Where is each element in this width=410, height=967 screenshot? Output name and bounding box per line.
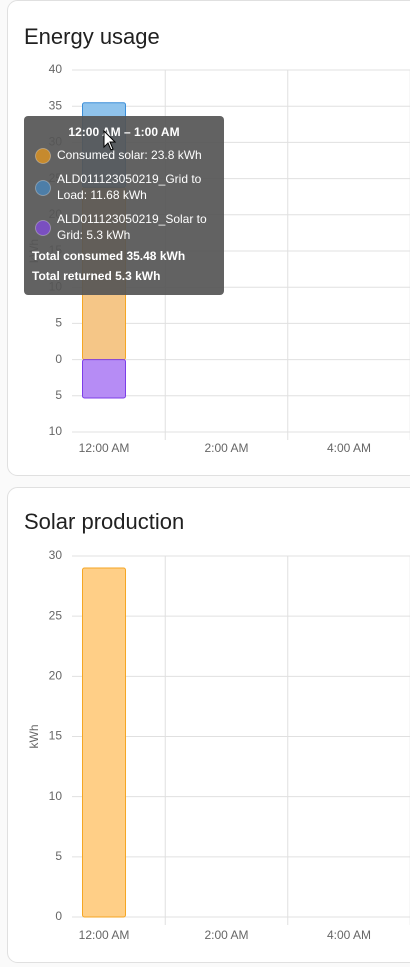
y-tick-label: 35 [49,98,63,112]
tooltip-item: Load: 11.68 kWh [57,188,147,202]
bar-segment [82,567,126,918]
y-axis-label: kWh [27,725,41,749]
tooltip-total: Total returned 5.3 kWh [32,269,160,283]
tooltip: 12:00 AM – 1:00 AM Consumed solar: 23.8 k… [24,116,224,295]
y-tick-label: 10 [49,424,63,438]
chart-title: Energy usage [24,24,160,49]
tooltip-box [24,116,224,295]
legend-dot [35,148,51,164]
y-tick-label: 0 [55,909,62,923]
x-tick-label: 4:00 AM [327,928,371,942]
x-tick-label: 4:00 AM [327,441,371,455]
y-tick-label: 5 [55,316,62,330]
card [7,487,410,963]
y-tick-label: 20 [49,669,63,683]
y-tick-label: 10 [49,789,63,803]
legend-dot [35,180,51,196]
tooltip-total: Total consumed 35.48 kWh [32,249,185,263]
y-tick-label: 5 [55,388,62,402]
tooltip-item: ALD011123050219_Grid to [57,172,202,186]
chart-title: Solar production [24,509,184,534]
y-tick-label: 25 [49,608,63,622]
x-tick-label: 2:00 AM [204,928,248,942]
tooltip-item: ALD011123050219_Solar to [57,212,207,226]
tooltip-item: Grid: 5.3 kWh [57,228,130,242]
bar-segment [82,359,126,399]
x-tick-label: 12:00 AM [79,441,130,455]
y-tick-label: 40 [49,62,63,76]
x-tick-label: 2:00 AM [204,441,248,455]
cursor [103,129,117,151]
y-tick-label: 0 [55,352,62,366]
tooltip-item: Consumed solar: 23.8 kWh [57,148,202,162]
y-tick-label: 30 [49,548,63,562]
x-tick-label: 12:00 AM [79,928,130,942]
y-tick-label: 5 [55,849,62,863]
legend-dot [35,220,51,236]
tooltip-title: 12:00 AM – 1:00 AM [68,125,179,139]
y-tick-label: 15 [49,729,63,743]
